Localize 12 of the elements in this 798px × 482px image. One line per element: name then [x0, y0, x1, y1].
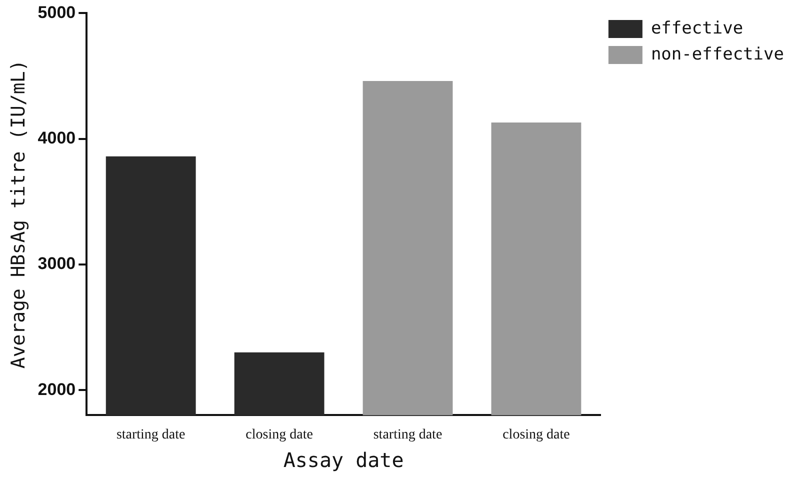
x-tick-label: starting date — [373, 427, 442, 442]
y-tick-label: 4000 — [38, 128, 76, 148]
y-axis-title: Average HBsAg titre (IU/mL) — [7, 60, 30, 369]
y-tick-label: 2000 — [38, 380, 76, 399]
y-tick-label: 5000 — [38, 2, 76, 22]
y-tick-label: 3000 — [38, 254, 76, 274]
x-tick-label: starting date — [116, 427, 186, 442]
x-tick-label: closing date — [246, 427, 313, 442]
x-tick-label: closing date — [502, 427, 570, 442]
legend-label: effective — [650, 18, 744, 38]
x-axis-title: Assay date — [283, 448, 404, 472]
legend-label: non-effective — [650, 44, 784, 64]
